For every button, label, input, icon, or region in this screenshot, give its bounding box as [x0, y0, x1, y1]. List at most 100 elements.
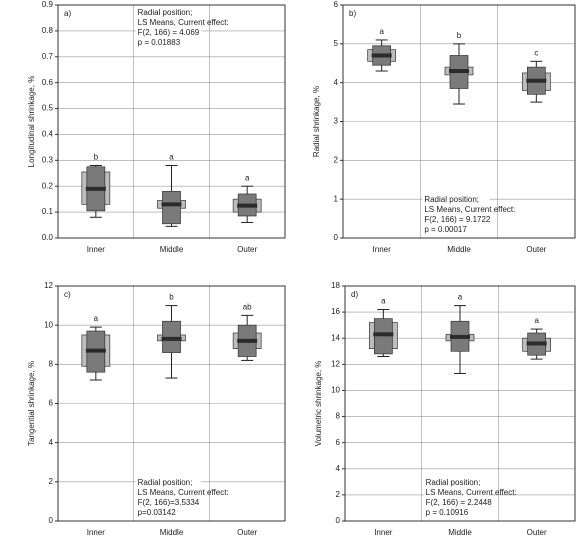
y-tick-label: 0.9 — [42, 0, 54, 9]
group-letter: b — [169, 293, 174, 302]
y-tick-label: 0.1 — [42, 207, 54, 216]
y-axis-label: Volumetric shrinkage, % — [314, 361, 323, 447]
y-tick-label: 10 — [44, 320, 53, 329]
x-tick-label: Middle — [448, 528, 472, 536]
plot-frame — [57, 4, 286, 239]
group-letter: a — [458, 293, 463, 302]
y-tick-label: 3 — [334, 117, 339, 126]
x-tick-label: Inner — [373, 245, 392, 254]
center-mark — [85, 186, 106, 191]
x-tick-label: Middle — [447, 245, 471, 254]
annotation: LS Means, Current effect: — [426, 488, 517, 497]
y-axis-label: Radial shrinkage, % — [312, 86, 321, 157]
center-mark — [85, 348, 106, 353]
annotation: LS Means, Current effect: — [424, 205, 515, 214]
annotation: F(2, 166) = 4.069 — [138, 28, 200, 37]
x-tick-label: Inner — [87, 245, 106, 254]
plot-frame — [344, 285, 576, 522]
annotation-background — [422, 194, 490, 236]
annotation: F(2, 166)=3.5334 — [138, 498, 200, 507]
y-tick-label: 0.6 — [42, 78, 54, 87]
inner-box — [162, 191, 181, 225]
y-tick-label: 18 — [331, 281, 340, 290]
annotation: p = 0.10916 — [426, 508, 469, 517]
annotation: Radial position; — [424, 195, 479, 204]
center-mark — [449, 69, 469, 74]
y-tick-label: 8 — [49, 359, 54, 368]
annotation-background — [135, 7, 202, 49]
x-tick-label: Middle — [160, 245, 184, 254]
y-tick-label: 2 — [336, 490, 341, 499]
panel-label: c) — [64, 290, 71, 299]
y-tick-label: 0.7 — [42, 52, 54, 61]
x-tick-label: Inner — [374, 528, 393, 536]
group-letter: ab — [243, 302, 252, 311]
group-letter: a — [245, 173, 250, 182]
y-tick-label: 6 — [49, 399, 54, 408]
x-tick-label: Outer — [237, 245, 257, 254]
group-letter: a — [169, 153, 174, 162]
annotation: LS Means, Current effect: — [138, 488, 229, 497]
annotation-background — [423, 477, 491, 519]
y-tick-label: 12 — [44, 281, 53, 290]
group-letter: b — [457, 31, 462, 40]
y-tick-label: 0.4 — [42, 130, 54, 139]
group-letter: a — [381, 297, 386, 306]
annotation: Radial position; — [426, 478, 481, 487]
annotation: LS Means, Current effect: — [138, 18, 229, 27]
group-letter: c — [534, 48, 538, 57]
center-mark — [161, 202, 182, 207]
y-axis-label: Tangential shrinkage, % — [27, 361, 36, 446]
group-letter: a — [94, 314, 99, 323]
center-mark — [526, 341, 547, 346]
plot-frame — [342, 4, 576, 239]
y-tick-label: 0.5 — [42, 104, 54, 113]
center-mark — [373, 332, 394, 337]
y-tick-label: 4 — [334, 78, 339, 87]
x-tick-label: Outer — [527, 528, 547, 536]
panel-label: a) — [64, 9, 71, 18]
y-tick-label: 6 — [336, 438, 341, 447]
y-tick-label: 2 — [49, 477, 54, 486]
plot-frame — [57, 285, 286, 522]
center-mark — [371, 53, 392, 58]
y-tick-label: 4 — [49, 438, 54, 447]
y-tick-label: 0.0 — [42, 233, 54, 242]
center-mark — [161, 336, 182, 341]
y-tick-label: 10 — [331, 386, 340, 395]
center-mark — [450, 334, 470, 339]
annotation: Radial position; — [138, 8, 193, 17]
y-tick-label: 0 — [49, 516, 54, 525]
panel-label: b) — [349, 9, 356, 18]
y-tick-label: 1 — [334, 194, 339, 203]
annotation-background — [135, 477, 202, 519]
group-letter: a — [534, 316, 539, 325]
y-tick-label: 0 — [334, 233, 339, 242]
y-tick-label: 0.8 — [42, 26, 54, 35]
y-tick-label: 16 — [331, 307, 340, 316]
annotation: F(2, 166) = 2.2448 — [426, 498, 493, 507]
annotation: F(2, 166) = 9.1722 — [424, 215, 491, 224]
center-mark — [237, 338, 258, 343]
center-mark — [526, 78, 547, 83]
group-letter: b — [94, 153, 99, 162]
y-tick-label: 4 — [336, 464, 341, 473]
annotation: Radial position; — [138, 478, 193, 487]
group-letter: a — [379, 27, 384, 36]
y-tick-label: 0 — [336, 516, 341, 525]
y-tick-label: 14 — [331, 333, 340, 342]
x-tick-label: Outer — [526, 245, 546, 254]
center-mark — [237, 203, 258, 208]
y-tick-label: 5 — [334, 39, 339, 48]
annotation: p=0.03142 — [138, 508, 177, 517]
x-tick-label: Outer — [237, 528, 257, 536]
y-tick-label: 12 — [331, 359, 340, 368]
y-tick-label: 2 — [334, 155, 339, 164]
panel-label: d) — [351, 290, 358, 299]
x-tick-label: Inner — [87, 528, 106, 536]
y-tick-label: 0.2 — [42, 181, 54, 190]
x-tick-label: Middle — [160, 528, 184, 536]
annotation: p = 0.01883 — [138, 38, 181, 47]
y-tick-label: 8 — [336, 412, 341, 421]
